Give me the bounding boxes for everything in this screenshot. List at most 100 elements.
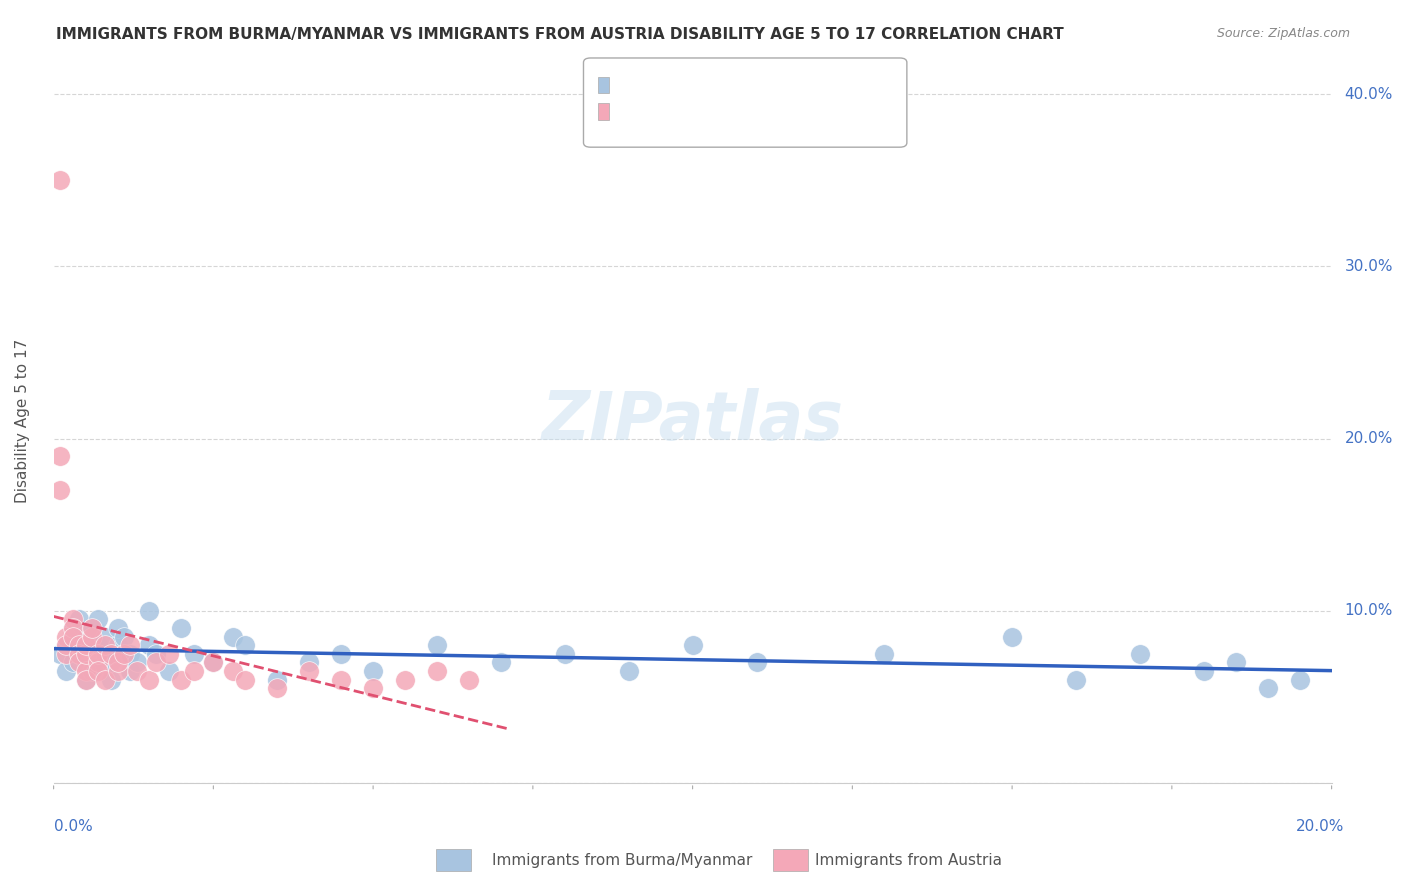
Point (55, 638, 77, 652)
Point (361, 664, 384, 678)
Point (1257, 681, 1279, 696)
Point (233, 673, 256, 687)
Point (138, 604, 160, 618)
Point (62, 630, 84, 644)
Point (183, 647, 205, 661)
Point (80, 621, 103, 635)
Text: 0.0%: 0.0% (53, 819, 93, 834)
Point (55, 664, 77, 678)
Point (221, 630, 243, 644)
Text: 10.0%: 10.0% (1344, 603, 1393, 618)
Point (298, 656, 321, 670)
Point (107, 664, 129, 678)
Point (80, 621, 103, 635)
Point (157, 647, 180, 661)
Text: R = -0.124   N = 56: R = -0.124 N = 56 (612, 85, 785, 100)
Point (458, 673, 481, 687)
Text: IMMIGRANTS FROM BURMA/MYANMAR VS IMMIGRANTS FROM AUSTRIA DISABILITY AGE 5 TO 17 : IMMIGRANTS FROM BURMA/MYANMAR VS IMMIGRA… (56, 27, 1064, 42)
Point (138, 638, 160, 652)
Point (107, 656, 129, 670)
Point (426, 664, 449, 678)
Point (87, 664, 110, 678)
Point (49, 173, 72, 187)
Point (361, 681, 384, 696)
Text: Immigrants from Austria: Immigrants from Austria (815, 854, 1002, 868)
Point (80, 647, 103, 661)
Point (49, 647, 72, 661)
Point (221, 664, 243, 678)
Point (67, 638, 90, 652)
Point (87, 638, 110, 652)
Point (170, 621, 193, 635)
Point (183, 664, 205, 678)
Text: ZIPatlas: ZIPatlas (541, 388, 844, 454)
Point (745, 656, 768, 670)
Point (120, 664, 142, 678)
Point (62, 612, 84, 626)
Point (330, 647, 353, 661)
Point (75, 656, 97, 670)
Text: 30.0%: 30.0% (1344, 259, 1393, 274)
Point (55, 630, 77, 644)
Point (100, 656, 122, 670)
Point (75, 638, 97, 652)
Point (55, 647, 77, 661)
Text: 20.0%: 20.0% (1344, 431, 1393, 446)
Text: Source: ZipAtlas.com: Source: ZipAtlas.com (1216, 27, 1350, 40)
Point (55, 638, 77, 652)
Point (87, 656, 110, 670)
Point (682, 638, 704, 652)
Point (100, 673, 122, 687)
Point (554, 647, 576, 661)
Point (62, 621, 84, 635)
Point (1064, 673, 1087, 687)
Point (120, 638, 142, 652)
Point (125, 656, 148, 670)
Point (170, 673, 193, 687)
Point (266, 673, 288, 687)
Y-axis label: Disability Age 5 to 17: Disability Age 5 to 17 (15, 339, 30, 503)
Point (75, 647, 97, 661)
Point (93, 647, 115, 661)
Point (75, 664, 97, 678)
Point (112, 630, 135, 644)
Point (138, 673, 160, 687)
Point (93, 638, 115, 652)
Point (112, 647, 135, 661)
Point (49, 483, 72, 498)
Point (394, 673, 416, 687)
Point (145, 647, 167, 661)
Point (1001, 630, 1024, 644)
Text: 40.0%: 40.0% (1344, 87, 1393, 102)
Point (202, 656, 225, 670)
Point (125, 664, 148, 678)
Point (107, 638, 129, 652)
Point (87, 612, 110, 626)
Point (107, 621, 129, 635)
Point (1129, 647, 1152, 661)
Point (873, 647, 896, 661)
Point (75, 630, 97, 644)
Text: R =  0.429   N = 44: R = 0.429 N = 44 (612, 112, 785, 127)
Point (202, 656, 225, 670)
Point (80, 664, 103, 678)
Point (67, 647, 90, 661)
Point (75, 673, 97, 687)
Point (62, 630, 84, 644)
Point (233, 638, 256, 652)
Point (100, 647, 122, 661)
Point (426, 638, 449, 652)
Point (489, 656, 512, 670)
Point (617, 664, 640, 678)
Point (145, 656, 167, 670)
Point (87, 647, 110, 661)
Point (62, 656, 84, 670)
Point (67, 612, 90, 626)
Point (1288, 673, 1310, 687)
Text: 20.0%: 20.0% (1296, 819, 1344, 834)
Point (75, 673, 97, 687)
Point (87, 656, 110, 670)
Text: Immigrants from Burma/Myanmar: Immigrants from Burma/Myanmar (492, 854, 752, 868)
Point (67, 638, 90, 652)
Point (298, 664, 321, 678)
